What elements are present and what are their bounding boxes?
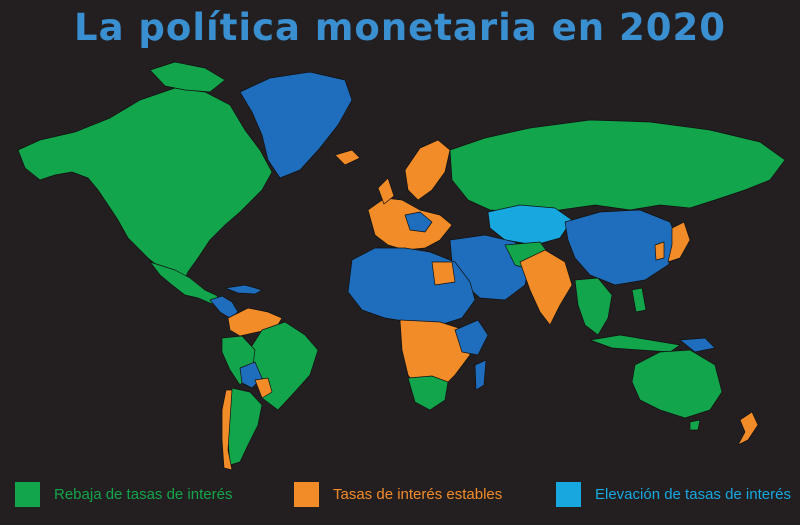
region-southern-africa	[407, 375, 449, 411]
region-tasmania	[689, 419, 701, 431]
region-japan	[667, 221, 691, 263]
region-paraguay	[254, 377, 273, 399]
legend-item-rate-cut: Rebaja de tasas de interés	[15, 481, 232, 507]
map-title: La política monetaria en 2020	[74, 6, 726, 49]
region-scandinavia	[404, 139, 451, 201]
region-uk	[377, 177, 395, 205]
region-central-america	[209, 295, 239, 319]
region-philippines	[631, 287, 647, 313]
legend-swatch-stable	[294, 481, 319, 507]
region-egypt	[431, 261, 456, 286]
region-north-america	[17, 87, 273, 286]
region-iceland	[334, 149, 361, 166]
region-papua	[679, 337, 716, 353]
region-canada-islands	[149, 61, 226, 93]
region-madagascar	[474, 359, 487, 391]
region-australia	[631, 349, 723, 419]
region-kazakhstan	[487, 204, 573, 246]
region-china	[564, 209, 681, 286]
legend-swatch-rate-hike	[556, 481, 581, 507]
region-brazil	[247, 321, 319, 411]
region-mexico	[149, 261, 219, 305]
region-korea	[654, 241, 665, 261]
legend-label-stable: Tasas de interés estables	[333, 485, 503, 503]
region-india	[519, 249, 573, 326]
region-east-africa	[454, 319, 489, 356]
region-greenland	[239, 71, 353, 179]
legend-swatch-rate-cut	[15, 481, 40, 507]
region-southeast-asia	[574, 277, 613, 336]
region-caribbean	[224, 284, 263, 295]
region-indonesia	[589, 334, 681, 353]
region-new-zealand	[737, 411, 759, 446]
legend-label-rate-hike: Elevación de tasas de interés	[595, 485, 791, 503]
world-map	[17, 61, 786, 471]
region-argentina-chile	[227, 387, 263, 466]
region-central-europe	[404, 211, 433, 233]
legend-item-rate-hike: Elevación de tasas de interés	[556, 481, 791, 507]
region-chile	[221, 389, 233, 471]
legend-label-rate-cut: Rebaja de tasas de interés	[54, 485, 233, 503]
region-russia	[449, 119, 786, 213]
legend-item-stable: Tasas de interés estables	[294, 481, 502, 507]
